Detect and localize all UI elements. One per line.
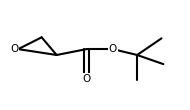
Text: O: O <box>82 74 91 84</box>
Text: O: O <box>109 44 117 54</box>
Text: O: O <box>10 44 18 54</box>
